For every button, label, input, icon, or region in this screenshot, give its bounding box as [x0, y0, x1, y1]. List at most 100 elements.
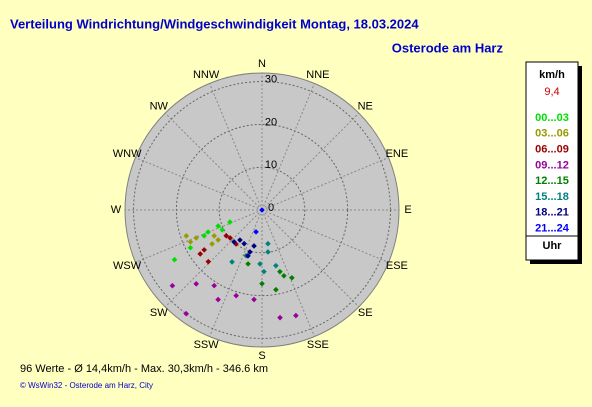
data-point [211, 233, 217, 239]
subtitle: Osterode am Harz [392, 40, 504, 55]
data-point [253, 229, 259, 235]
data-point [193, 281, 200, 287]
data-point [273, 262, 279, 269]
data-point [233, 241, 239, 247]
radial-grid-line [164, 112, 263, 211]
legend-entry: 21...24 [535, 223, 570, 235]
radial-grid-line [261, 209, 389, 263]
data-point [215, 223, 221, 229]
data-point [227, 219, 233, 225]
r-tick-label: 30 [265, 73, 277, 85]
data-point [293, 312, 299, 319]
legend-title: km/h [539, 69, 565, 81]
radial-grid-line [164, 209, 263, 308]
radial-grid-line [261, 209, 360, 308]
direction-label: WSW [113, 260, 142, 272]
data-point [183, 310, 189, 317]
data-point [223, 232, 230, 239]
radial-grid-line [261, 83, 315, 211]
data-point [215, 296, 221, 303]
data-point [277, 268, 283, 275]
data-point [215, 237, 221, 243]
direction-label: S [258, 350, 265, 362]
ring-grid-line [133, 81, 391, 339]
data-point [247, 249, 253, 255]
data-point [205, 229, 211, 235]
current-speed: 9,4 [544, 86, 559, 98]
direction-label: SW [150, 307, 168, 319]
direction-label: N [258, 58, 266, 70]
data-point [273, 286, 279, 293]
data-point [171, 256, 178, 263]
data-point [237, 237, 243, 243]
legend-entry: 03...06 [535, 128, 569, 140]
direction-label: ESE [386, 260, 408, 272]
legend-box [525, 61, 579, 261]
direction-label: W [111, 204, 122, 216]
radial-grid-line [261, 112, 360, 211]
direction-label: NNE [306, 69, 329, 81]
data-point [197, 251, 204, 257]
radial-grid-line [261, 209, 315, 337]
ring-grid-line [175, 123, 349, 297]
data-point [227, 235, 233, 241]
direction-label: SSE [307, 339, 329, 351]
footer-copyright: © WsWin32 - Osterode am Harz, City [20, 381, 153, 390]
data-point [201, 233, 207, 239]
legend-footer: Uhr [543, 240, 563, 252]
data-point [231, 239, 237, 245]
radial-grid-line [135, 157, 263, 211]
data-point [169, 282, 176, 289]
data-point [201, 247, 208, 253]
data-point [259, 207, 265, 213]
direction-label: NE [358, 101, 373, 113]
r-tick-label: 20 [265, 116, 277, 128]
data-point [281, 273, 287, 279]
data-point [251, 296, 257, 303]
legend-entry: 06...09 [535, 144, 569, 156]
data-point [219, 227, 225, 233]
data-point [205, 258, 212, 265]
data-point [241, 240, 247, 247]
data-point [229, 259, 235, 265]
data-point [245, 253, 251, 259]
legend-entry: 15...18 [535, 191, 569, 203]
data-point [259, 280, 265, 287]
radial-grid-line [135, 209, 263, 263]
data-point [289, 274, 295, 281]
data-point [211, 282, 217, 289]
legend-entry: 12...15 [535, 175, 569, 187]
data-point [265, 249, 271, 255]
r-tick-label: 10 [265, 159, 277, 171]
radial-grid-line [261, 157, 389, 211]
ring-grid-line [218, 166, 306, 254]
data-point [245, 261, 251, 267]
legend-entry: 09...12 [535, 159, 569, 171]
data-point [187, 244, 194, 251]
data-point [187, 239, 194, 245]
data-point [209, 241, 215, 247]
data-point [265, 240, 271, 247]
chart-title: Verteilung Windrichtung/Windgeschwindigk… [10, 16, 419, 31]
direction-label: SSW [194, 339, 220, 351]
direction-label: E [404, 204, 411, 216]
data-point [233, 292, 239, 299]
direction-label: NW [150, 101, 169, 113]
legend-entry: 00...03 [535, 112, 569, 124]
data-point [277, 314, 283, 321]
legend-entry: 18...21 [535, 207, 569, 219]
data-point [261, 268, 267, 275]
data-point [193, 235, 199, 241]
radial-grid-line [209, 83, 263, 211]
data-point [251, 243, 257, 249]
footer-stats: 96 Werte - Ø 14,4km/h - Max. 30,3km/h - … [20, 363, 268, 375]
direction-label: ENE [386, 148, 409, 160]
data-point [183, 233, 190, 239]
direction-label: WNW [113, 148, 142, 160]
data-point [257, 261, 263, 267]
radial-grid-line [209, 209, 263, 337]
r-tick-label: 0 [268, 202, 274, 214]
direction-label: SE [358, 307, 373, 319]
direction-label: NNW [193, 69, 220, 81]
